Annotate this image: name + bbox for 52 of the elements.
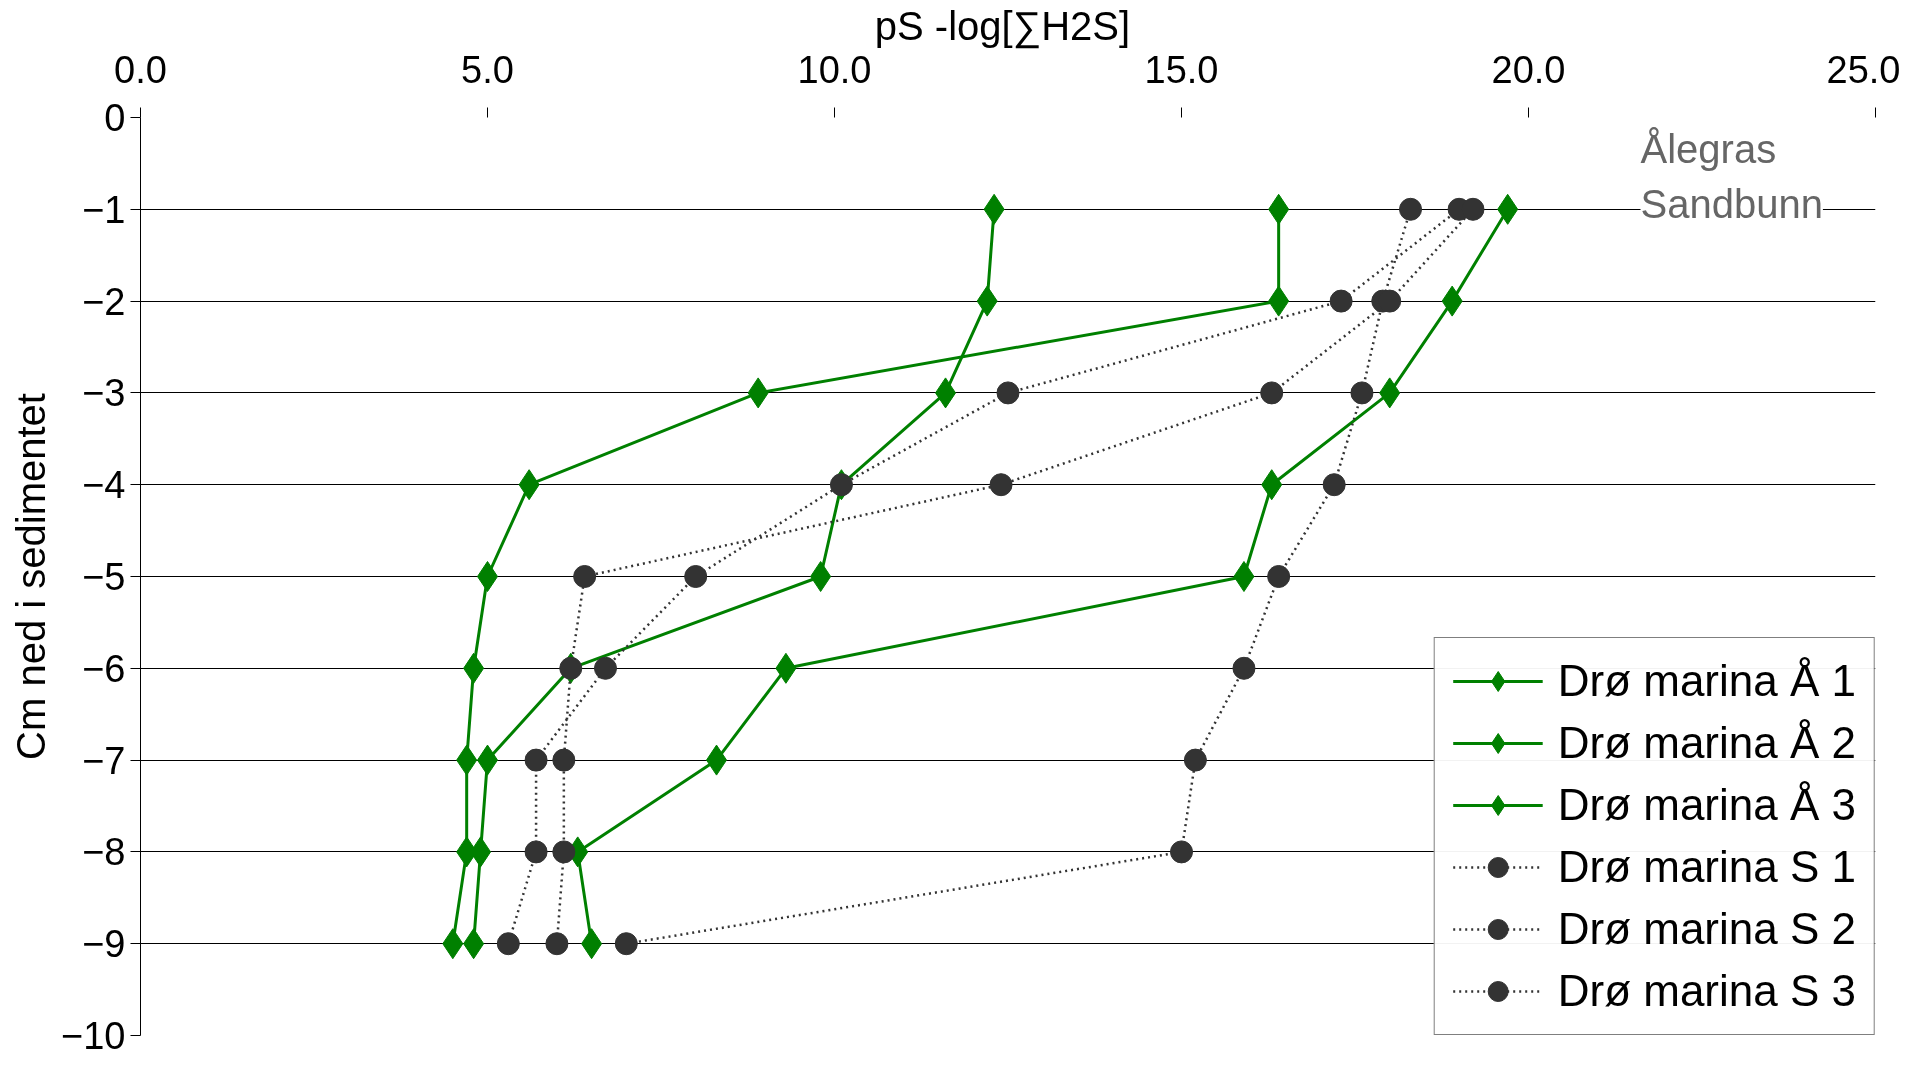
y-tick-label: −8 bbox=[82, 831, 126, 874]
point bbox=[1329, 289, 1353, 313]
point bbox=[996, 381, 1020, 405]
point bbox=[573, 565, 597, 588]
point bbox=[552, 840, 576, 864]
x-tick-label: 15.0 bbox=[1144, 48, 1219, 91]
y-tick-label: −3 bbox=[82, 372, 126, 415]
point bbox=[684, 565, 708, 588]
point bbox=[1232, 656, 1256, 680]
point bbox=[559, 656, 583, 680]
legend-label: Drø marina S 1 bbox=[1557, 842, 1856, 892]
point bbox=[810, 561, 832, 592]
x-tick-label: 25.0 bbox=[1826, 48, 1901, 91]
legend-label: Drø marina Å 1 bbox=[1557, 656, 1856, 706]
y-tick-label: −9 bbox=[82, 923, 126, 966]
point bbox=[1399, 197, 1423, 221]
point bbox=[1322, 473, 1346, 497]
y-axis-title: Cm ned i sedimentet bbox=[9, 393, 54, 760]
annotation: Sandbunn bbox=[1640, 181, 1823, 226]
y-tick-label: −1 bbox=[82, 188, 126, 231]
legend-label: Drø marina S 3 bbox=[1557, 966, 1856, 1016]
annotation: Ålegras bbox=[1640, 126, 1777, 171]
y-tick-label: −10 bbox=[61, 1015, 126, 1057]
point bbox=[1170, 840, 1193, 864]
y-tick-label: −5 bbox=[82, 556, 126, 598]
point bbox=[614, 932, 638, 956]
point bbox=[1267, 565, 1291, 588]
point bbox=[1233, 561, 1255, 592]
legend-label: Drø marina Å 2 bbox=[1557, 718, 1856, 768]
legend-label: Drø marina Å 3 bbox=[1557, 780, 1856, 830]
point bbox=[524, 748, 548, 772]
y-tick-label: −6 bbox=[82, 647, 126, 690]
y-tick-label: −2 bbox=[82, 280, 126, 323]
x-axis-title: pS -log[∑H2S] bbox=[874, 3, 1131, 49]
point bbox=[1260, 381, 1284, 405]
point bbox=[552, 748, 576, 772]
point bbox=[1183, 748, 1207, 772]
point bbox=[829, 473, 853, 497]
point bbox=[496, 932, 520, 956]
x-tick-label: 10.0 bbox=[797, 48, 872, 91]
y-tick-label: 0 bbox=[104, 97, 126, 139]
x-tick-label: 5.0 bbox=[461, 48, 514, 91]
legend-label: Drø marina S 2 bbox=[1557, 904, 1856, 954]
x-tick-label: 20.0 bbox=[1491, 48, 1566, 91]
point bbox=[1350, 381, 1374, 405]
point bbox=[545, 932, 569, 956]
x-tick-label: 0.0 bbox=[114, 48, 167, 91]
point bbox=[593, 656, 617, 680]
point bbox=[524, 840, 548, 864]
y-tick-label: −7 bbox=[82, 739, 126, 782]
point bbox=[989, 473, 1013, 497]
y-tick-label: −4 bbox=[82, 464, 126, 507]
